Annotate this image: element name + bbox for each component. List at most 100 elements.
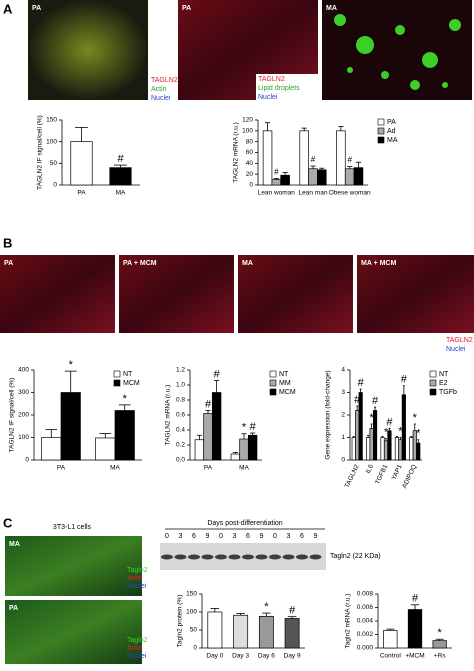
annotation: # <box>289 605 296 617</box>
annotation: # <box>117 153 124 165</box>
bar <box>230 453 241 461</box>
panel-label: C <box>3 515 13 530</box>
bar <box>380 437 385 461</box>
micrograph <box>5 536 142 596</box>
annotation: * <box>69 359 74 371</box>
annotation: # <box>372 395 379 407</box>
annotation: * <box>438 627 443 639</box>
legend-label: E2 <box>439 380 448 387</box>
blot-band <box>255 554 268 560</box>
annotation: # <box>205 398 212 410</box>
x-tick-label: MA <box>239 465 249 472</box>
blot-band <box>242 554 254 560</box>
x-tick-label: Obese woman <box>329 190 371 197</box>
micrograph <box>238 255 353 333</box>
bar <box>41 437 62 461</box>
legend-label: MCM <box>279 389 296 396</box>
image-label: PA + MCM <box>123 260 157 267</box>
lane-label: 0 <box>219 533 223 540</box>
blot-band <box>201 554 214 560</box>
y-tick-label: 60 <box>246 149 254 156</box>
annotation: * <box>123 393 128 405</box>
legend-swatch <box>377 118 385 126</box>
legend-text: Actin <box>151 86 167 93</box>
y-tick-label: 0 <box>249 182 253 189</box>
legend-text: Lipid droplets <box>258 85 300 92</box>
legend-text: TAGLN2 <box>258 76 285 83</box>
y-axis-label: TAGLN2 IF signal/cell (%) <box>37 115 44 190</box>
bar <box>109 167 132 186</box>
bar <box>372 410 378 461</box>
legend-text: Nuclei <box>127 653 147 660</box>
blot-band <box>282 554 295 560</box>
lane-label: 0 <box>165 533 169 540</box>
legend-text: Nuclei <box>127 583 147 590</box>
bar <box>387 430 392 461</box>
bar <box>280 174 290 186</box>
x-tick-label: Lean man <box>299 190 328 197</box>
bar <box>344 168 355 186</box>
legend-swatch <box>429 370 437 378</box>
y-tick-label: 100 <box>186 609 197 616</box>
x-tick-label: Day 9 <box>284 653 301 660</box>
y-tick-label: 0.004 <box>357 618 374 625</box>
legend-text: Actin <box>127 575 143 582</box>
bar <box>308 168 318 186</box>
y-tick-label: 50 <box>50 160 58 167</box>
x-tick-label: Day 6 <box>258 653 275 660</box>
bar <box>95 437 116 461</box>
blot-band <box>188 554 200 560</box>
micrograph <box>0 255 115 333</box>
micrograph <box>119 255 234 333</box>
x-tick-label: ADIPOQ <box>401 464 418 490</box>
bar <box>432 640 447 649</box>
bar <box>336 130 346 186</box>
annotation: # <box>358 377 365 389</box>
image-title: 3T3-L1 cells <box>53 524 92 531</box>
y-tick-label: 100 <box>46 138 57 145</box>
bar <box>247 434 258 461</box>
lane-label: 9 <box>314 533 318 540</box>
annotation: # <box>401 374 408 386</box>
annotation: * <box>398 425 403 437</box>
legend-text: Nuclei <box>151 95 171 102</box>
x-tick-label: TAGLN2 <box>344 463 361 489</box>
blot-band <box>161 554 173 560</box>
y-tick-label: 0.0 <box>176 457 185 464</box>
y-tick-label: 100 <box>18 434 29 441</box>
legend-label: NT <box>123 371 133 378</box>
legend-label: PA <box>387 119 396 126</box>
legend-text: Actin <box>127 645 143 652</box>
y-tick-label: 200 <box>18 412 29 419</box>
legend-text: TAGLN2 <box>446 337 473 344</box>
bar <box>383 440 389 461</box>
annotation: * <box>384 427 389 439</box>
legend-label: MCM <box>123 380 140 387</box>
x-tick-label: Day 3 <box>232 653 249 660</box>
y-tick-label: 0.006 <box>357 604 374 611</box>
micrograph <box>28 0 148 100</box>
legend-box <box>256 74 320 101</box>
legend-swatch <box>113 379 121 387</box>
bar <box>409 437 414 461</box>
x-tick-label: YAP1 <box>391 463 404 481</box>
y-tick-label: 0.2 <box>176 442 185 449</box>
lane-label: 3 <box>233 533 237 540</box>
panel-label: A <box>3 1 13 16</box>
blot-band <box>174 554 187 560</box>
y-tick-label: 2 <box>341 412 345 419</box>
legend-text: Tagln2 <box>127 637 148 644</box>
bar <box>416 442 421 461</box>
y-axis-label: TAGLN2 mRNA (r.u.) <box>165 385 172 446</box>
panel-label: B <box>3 235 12 250</box>
legend-text: Nuclei <box>258 94 278 101</box>
x-tick-label: PA <box>57 465 66 472</box>
y-axis-label: Tagln2 protein (%) <box>177 595 184 648</box>
x-tick-label: Lean woman <box>258 190 296 197</box>
bar <box>211 392 222 461</box>
bar <box>355 410 360 461</box>
y-tick-label: 120 <box>242 117 253 124</box>
annotation: # <box>354 394 361 406</box>
y-tick-label: 150 <box>186 591 197 598</box>
legend-swatch <box>113 370 121 378</box>
